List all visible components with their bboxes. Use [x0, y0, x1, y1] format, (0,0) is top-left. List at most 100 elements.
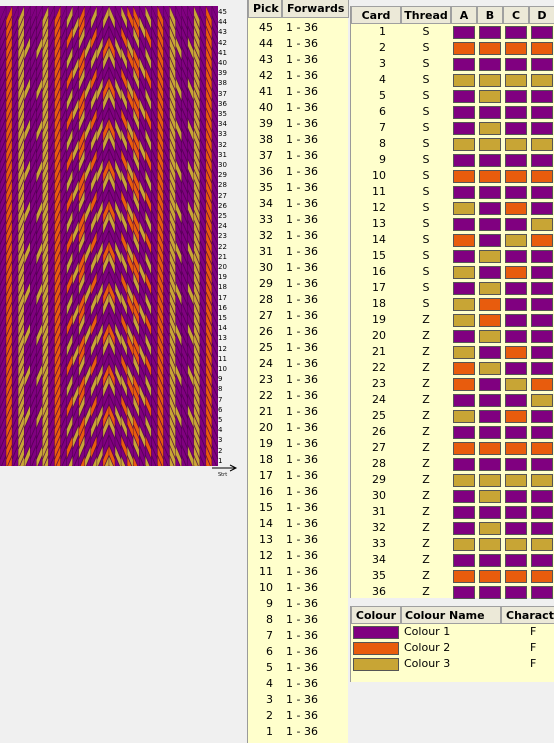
thread-direction[interactable]: S	[422, 233, 430, 246]
hole-c-colour[interactable]	[505, 58, 527, 71]
hole-c-colour[interactable]	[505, 74, 527, 87]
card-row[interactable]: 23 Z	[351, 376, 554, 392]
pick-row[interactable]: 18 1 - 36	[248, 452, 348, 468]
hole-c-colour[interactable]	[505, 394, 527, 407]
thread-direction[interactable]: S	[422, 201, 430, 214]
pick-row[interactable]: 23 1 - 36	[248, 372, 348, 388]
hole-b-colour[interactable]	[479, 58, 501, 71]
hole-d-colour[interactable]	[531, 394, 553, 407]
hole-b-colour[interactable]	[479, 522, 501, 535]
hole-b-colour[interactable]	[479, 554, 501, 567]
pick-row[interactable]: 17 1 - 36	[248, 468, 348, 484]
hole-b-colour[interactable]	[479, 138, 501, 151]
hole-a-colour[interactable]	[453, 394, 475, 407]
hole-a-colour[interactable]	[453, 58, 475, 71]
hole-d-colour[interactable]	[531, 202, 553, 215]
hole-c-colour[interactable]	[505, 138, 527, 151]
hole-d-colour[interactable]	[531, 266, 553, 279]
pick-row[interactable]: 3 1 - 36	[248, 692, 348, 708]
hole-d-colour[interactable]	[531, 506, 553, 519]
hole-b-colour[interactable]	[479, 74, 501, 87]
pick-row[interactable]: 15 1 - 36	[248, 500, 348, 516]
card-row[interactable]: 14 S	[351, 232, 554, 248]
hole-b-colour[interactable]	[479, 506, 501, 519]
card-row[interactable]: 17 S	[351, 280, 554, 296]
hole-b-colour[interactable]	[479, 282, 501, 295]
hole-a-colour[interactable]	[453, 74, 475, 87]
hole-b-colour[interactable]	[479, 170, 501, 183]
card-row[interactable]: 11 S	[351, 184, 554, 200]
card-row[interactable]: 33 Z	[351, 536, 554, 552]
hole-b-colour[interactable]	[479, 218, 501, 231]
pick-row[interactable]: 39 1 - 36	[248, 116, 348, 132]
hole-d-colour[interactable]	[531, 522, 553, 535]
pick-row[interactable]: 24 1 - 36	[248, 356, 348, 372]
thread-direction[interactable]: Z	[422, 345, 430, 358]
pick-row[interactable]: 28 1 - 36	[248, 292, 348, 308]
thread-direction[interactable]: S	[422, 25, 430, 38]
colour-table[interactable]: Colour Colour Name Characte Colour 1FCol…	[350, 606, 554, 682]
pick-row[interactable]: 30 1 - 36	[248, 260, 348, 276]
hole-b-colour[interactable]	[479, 394, 501, 407]
hole-c-colour[interactable]	[505, 490, 527, 503]
hole-d-colour[interactable]	[531, 362, 553, 375]
colour-row[interactable]: Colour 2 F	[351, 640, 554, 656]
thread-direction[interactable]: Z	[422, 313, 430, 326]
card-row[interactable]: 20 Z	[351, 328, 554, 344]
thread-direction[interactable]: S	[422, 281, 430, 294]
pick-row[interactable]: 2 1 - 36	[248, 708, 348, 724]
pick-row[interactable]: 9 1 - 36	[248, 596, 348, 612]
hole-a-colour[interactable]	[453, 90, 475, 103]
thread-direction[interactable]: S	[422, 249, 430, 262]
hole-d-colour[interactable]	[531, 282, 553, 295]
hole-a-colour[interactable]	[453, 218, 475, 231]
hole-d-colour[interactable]	[531, 250, 553, 263]
hole-c-colour[interactable]	[505, 522, 527, 535]
colour-swatch[interactable]	[353, 626, 399, 639]
hole-c-colour[interactable]	[505, 26, 527, 39]
hole-b-header[interactable]: B	[477, 6, 503, 24]
thread-direction[interactable]: Z	[422, 393, 430, 406]
hole-c-header[interactable]: C	[503, 6, 529, 24]
hole-c-colour[interactable]	[505, 538, 527, 551]
hole-b-colour[interactable]	[479, 410, 501, 423]
pick-header[interactable]: Pick	[248, 0, 282, 18]
hole-b-colour[interactable]	[479, 474, 501, 487]
thread-direction[interactable]: S	[422, 137, 430, 150]
hole-d-colour[interactable]	[531, 122, 553, 135]
colour-row[interactable]: Colour 3 F	[351, 656, 554, 672]
hole-a-colour[interactable]	[453, 362, 475, 375]
hole-a-colour[interactable]	[453, 554, 475, 567]
hole-a-colour[interactable]	[453, 250, 475, 263]
hole-a-colour[interactable]	[453, 298, 475, 311]
card-row[interactable]: 25 Z	[351, 408, 554, 424]
hole-b-colour[interactable]	[479, 442, 501, 455]
pick-row[interactable]: 1 1 - 36	[248, 724, 348, 740]
pick-row[interactable]: 25 1 - 36	[248, 340, 348, 356]
thread-direction[interactable]: Z	[422, 521, 430, 534]
hole-b-colour[interactable]	[479, 298, 501, 311]
hole-d-colour[interactable]	[531, 218, 553, 231]
weave-preview[interactable]	[0, 6, 218, 466]
card-row[interactable]: 34 Z	[351, 552, 554, 568]
hole-b-colour[interactable]	[479, 250, 501, 263]
hole-a-colour[interactable]	[453, 410, 475, 423]
hole-c-colour[interactable]	[505, 474, 527, 487]
card-row[interactable]: 21 Z	[351, 344, 554, 360]
thread-direction[interactable]: Z	[422, 473, 430, 486]
hole-a-colour[interactable]	[453, 570, 475, 583]
hole-a-colour[interactable]	[453, 538, 475, 551]
hole-b-colour[interactable]	[479, 570, 501, 583]
card-row[interactable]: 30 Z	[351, 488, 554, 504]
pick-row[interactable]: 13 1 - 36	[248, 532, 348, 548]
hole-b-colour[interactable]	[479, 490, 501, 503]
hole-a-colour[interactable]	[453, 186, 475, 199]
hole-b-colour[interactable]	[479, 106, 501, 119]
thread-direction[interactable]: Z	[422, 457, 430, 470]
hole-d-colour[interactable]	[531, 186, 553, 199]
thread-direction[interactable]: Z	[422, 329, 430, 342]
hole-a-colour[interactable]	[453, 490, 475, 503]
